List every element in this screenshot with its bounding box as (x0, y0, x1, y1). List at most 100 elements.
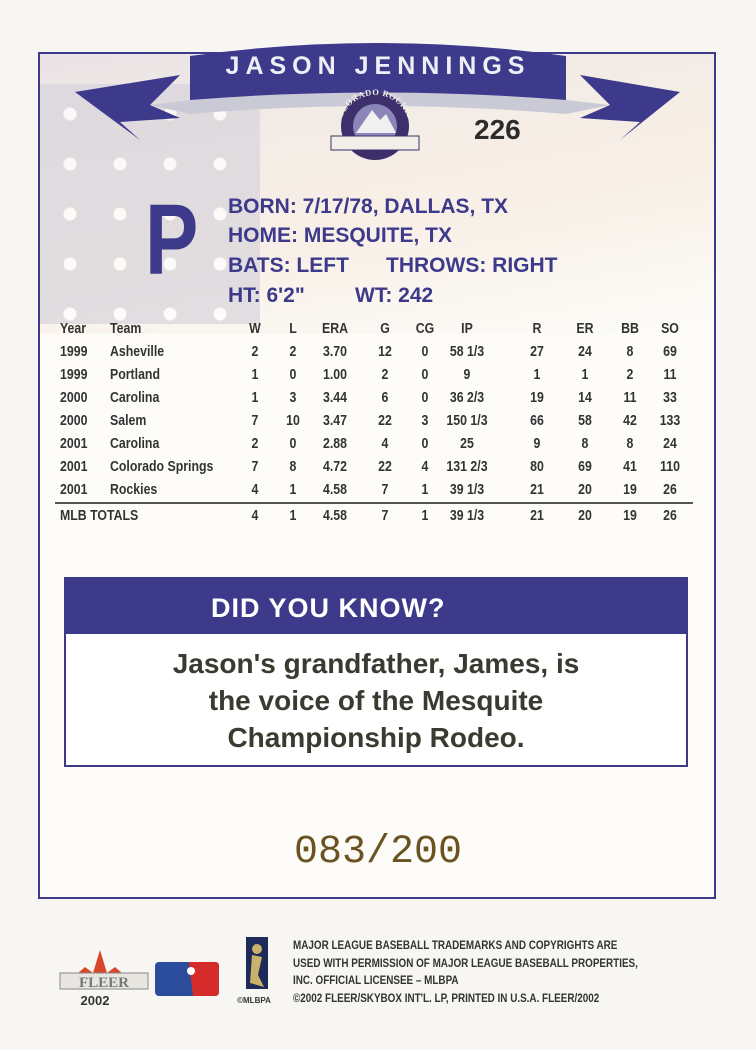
stats-cell: 4 (421, 459, 429, 475)
stats-cell: 2 (381, 367, 389, 383)
stats-cell: 1999 (60, 344, 88, 360)
stats-cell: 3.70 (322, 344, 347, 360)
stats-cell: 3 (421, 413, 429, 429)
stats-cell: 0 (289, 367, 297, 383)
mlbpa-text: ©MLBPA (237, 996, 271, 1005)
stats-cell: 7 (251, 413, 259, 429)
stats-cell: 0 (421, 344, 429, 360)
stats-cell: Salem (110, 413, 147, 429)
rockies-logo: COLORADO ROCKIES (330, 87, 420, 160)
stats-header-cell: G (380, 321, 390, 337)
bio-bats: BATS: LEFT (228, 254, 349, 277)
stats-cell: 2.88 (322, 436, 347, 452)
stats-cell: 2 (626, 367, 634, 383)
stats-cell: Asheville (110, 344, 165, 360)
totals-cell: 1 (289, 508, 297, 524)
did-you-know-box: DID YOU KNOW? Jason's grandfather, James… (64, 577, 688, 767)
stats-cell: 11 (623, 390, 637, 406)
totals-cell: 39 1/3 (449, 508, 485, 524)
stats-header-cell: IP (461, 321, 473, 337)
stats-cell: 1 (581, 367, 589, 383)
stats-cell: 131 2/3 (446, 459, 488, 475)
bio-home: HOME: MESQUITE, TX (228, 224, 453, 247)
serial-number: 083/200 (293, 830, 463, 875)
totals-cell: 19 (623, 508, 637, 524)
fleer-brand-text: FLEER (79, 975, 129, 991)
stats-cell: 3 (289, 390, 297, 406)
bio-born: BORN: 7/17/78, DALLAS, TX (228, 195, 509, 218)
stats-cell: 22 (378, 413, 392, 429)
stats-cell: 22 (378, 459, 392, 475)
bio-height: HT: 6'2" (228, 284, 305, 307)
stats-cell: 8 (581, 436, 589, 452)
stats-cell: 2 (251, 436, 259, 452)
stats-cell: 58 (578, 413, 592, 429)
stats-cell: 7 (381, 482, 389, 498)
stats-cell: 8 (626, 436, 634, 452)
stats-cell: 24 (578, 344, 592, 360)
stats-cell: 20 (578, 482, 592, 498)
stats-cell: 11 (663, 367, 677, 383)
stats-cell: 2001 (60, 482, 88, 498)
stats-cell: 9 (533, 436, 541, 452)
stats-cell: 36 2/3 (449, 390, 485, 406)
stats-cell: 133 (659, 413, 681, 429)
stats-cell: 1 (533, 367, 541, 383)
stats-header-cell: L (289, 321, 297, 337)
stats-header-cell: CG (415, 321, 435, 337)
player-name: JASON JENNINGS (225, 52, 531, 80)
card-number: 226 (474, 114, 521, 145)
stats-header-cell: W (249, 321, 261, 337)
stats-header-cell: BB (621, 321, 639, 337)
stats-cell: 1 (421, 482, 429, 498)
stats-cell: 66 (530, 413, 544, 429)
stats-header-cell: ER (576, 321, 594, 337)
totals-cell: 1 (421, 508, 429, 524)
fact-line: the voice of the Mesquite (208, 685, 544, 716)
stats-cell: 4.58 (322, 482, 347, 498)
stats-cell: Colorado Springs (110, 459, 214, 475)
stats-cell: 8 (626, 344, 634, 360)
stats-cell: 3.44 (322, 390, 347, 406)
stats-cell: 4 (381, 436, 389, 452)
stats-cell: 2001 (60, 459, 88, 475)
stats-cell: 110 (660, 459, 680, 475)
stats-cell: 2 (251, 344, 259, 360)
stats-cell: 2000 (60, 390, 88, 406)
mlbpa-logo: ©MLBPA (237, 937, 271, 1005)
stats-cell: 21 (530, 482, 544, 498)
card-back (38, 52, 716, 899)
bio-weight: WT: 242 (355, 284, 434, 307)
stats-cell: 8 (289, 459, 297, 475)
did-you-know-header: DID YOU KNOW? (66, 579, 686, 634)
stats-cell: 25 (460, 436, 474, 452)
stats-cell: 4.72 (322, 459, 347, 475)
flag-stars (40, 84, 260, 324)
position-letter: P (145, 184, 199, 296)
stats-cell: 1 (289, 482, 297, 498)
totals-divider (55, 502, 693, 504)
stats-cell: 14 (578, 390, 592, 406)
stats-header-cell: SO (661, 321, 679, 337)
totals-cell: 20 (578, 508, 592, 524)
totals-cell: 4.58 (322, 508, 347, 524)
did-you-know-title: DID YOU KNOW? (211, 593, 446, 623)
stats-cell: 1.00 (322, 367, 347, 383)
stats-header-cell: ERA (321, 321, 349, 337)
stats-cell: 2001 (60, 436, 88, 452)
stats-header-cell: Team (110, 321, 142, 337)
stats-cell: 42 (623, 413, 637, 429)
stats-cell: 12 (378, 344, 392, 360)
legal-line: MAJOR LEAGUE BASEBALL TRADEMARKS AND COP… (293, 940, 618, 952)
stats-cell: 4 (251, 482, 259, 498)
stats-cell: 2 (289, 344, 297, 360)
stats-cell: 19 (530, 390, 544, 406)
stats-cell: 80 (530, 459, 544, 475)
totals-label: MLB TOTALS (60, 508, 139, 524)
legal-text: MAJOR LEAGUE BASEBALL TRADEMARKS AND COP… (293, 938, 638, 1008)
bio-throws: THROWS: RIGHT (386, 254, 558, 277)
stats-cell: 1 (251, 367, 259, 383)
stats-cell: 7 (251, 459, 259, 475)
stats-header-cell: Year (60, 321, 87, 337)
stats-cell: 69 (578, 459, 592, 475)
